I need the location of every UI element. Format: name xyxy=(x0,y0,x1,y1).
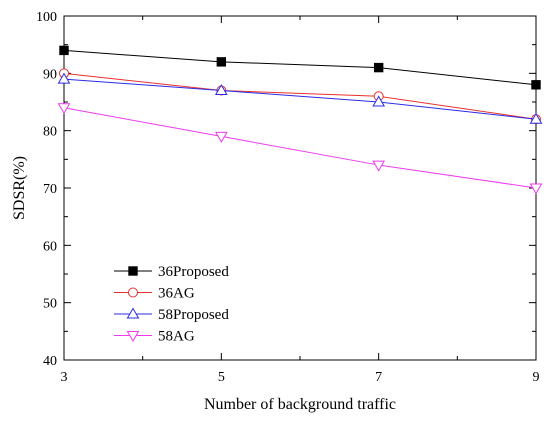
series-line-36ag xyxy=(63,72,537,120)
y-tick-label: 50 xyxy=(43,297,57,312)
data-point-58proposed xyxy=(372,95,386,107)
x-tick-label: 5 xyxy=(218,370,225,385)
series-line-36proposed xyxy=(63,49,537,86)
x-tick-label: 7 xyxy=(375,370,382,385)
y-tick-label: 70 xyxy=(43,182,57,197)
data-point-58proposed xyxy=(529,112,543,124)
axes: 3 5 7 9 40 50 60 70 80 90 100 xyxy=(36,10,540,385)
legend: 36Proposed 36AG 58Proposed 58AG xyxy=(114,264,229,345)
legend-item-58ag: 58AG xyxy=(114,329,195,345)
legend-label-58ag: 58AG xyxy=(158,329,195,345)
data-point-36proposed xyxy=(531,80,541,90)
data-point-36proposed xyxy=(373,62,384,73)
series-58ag xyxy=(57,103,543,195)
legend-item-36ag: 36AG xyxy=(114,286,195,302)
x-tick-label: 9 xyxy=(533,370,540,385)
x-tick-label: 3 xyxy=(61,370,68,385)
legend-marker-36proposed xyxy=(128,266,138,276)
data-point-58ag xyxy=(529,183,543,195)
series-layer xyxy=(57,45,543,195)
y-tick-label: 40 xyxy=(43,354,57,369)
data-point-58ag xyxy=(57,103,71,115)
data-point-36proposed xyxy=(59,45,69,56)
data-point-58proposed xyxy=(57,72,71,84)
data-point-58ag xyxy=(372,160,386,172)
data-point-58proposed xyxy=(214,84,228,96)
y-tick-label: 100 xyxy=(36,10,57,25)
x-axis-label: Number of background traffic xyxy=(204,396,396,413)
series-line-58proposed xyxy=(63,78,537,120)
y-axis-label: SDSR(%) xyxy=(11,156,28,220)
legend-marker-58ag xyxy=(126,331,140,342)
legend-label-36proposed: 36Proposed xyxy=(158,264,229,280)
legend-label-36ag: 36AG xyxy=(158,286,195,302)
legend-marker-58proposed xyxy=(126,307,140,319)
data-point-58ag xyxy=(214,131,228,143)
legend-label-58proposed: 58Proposed xyxy=(158,307,229,323)
y-tick-label: 60 xyxy=(43,239,57,254)
data-point-36proposed xyxy=(216,57,227,67)
plot-frame xyxy=(63,15,537,361)
legend-item-36proposed: 36Proposed xyxy=(114,264,229,280)
series-36proposed xyxy=(59,45,541,90)
y-tick-label: 80 xyxy=(43,125,57,140)
y-tick-label: 90 xyxy=(43,67,57,82)
legend-marker-36ag xyxy=(128,287,138,298)
series-58proposed xyxy=(57,72,543,124)
legend-item-58proposed: 58Proposed xyxy=(114,307,229,323)
series-line-58ag xyxy=(63,107,537,189)
